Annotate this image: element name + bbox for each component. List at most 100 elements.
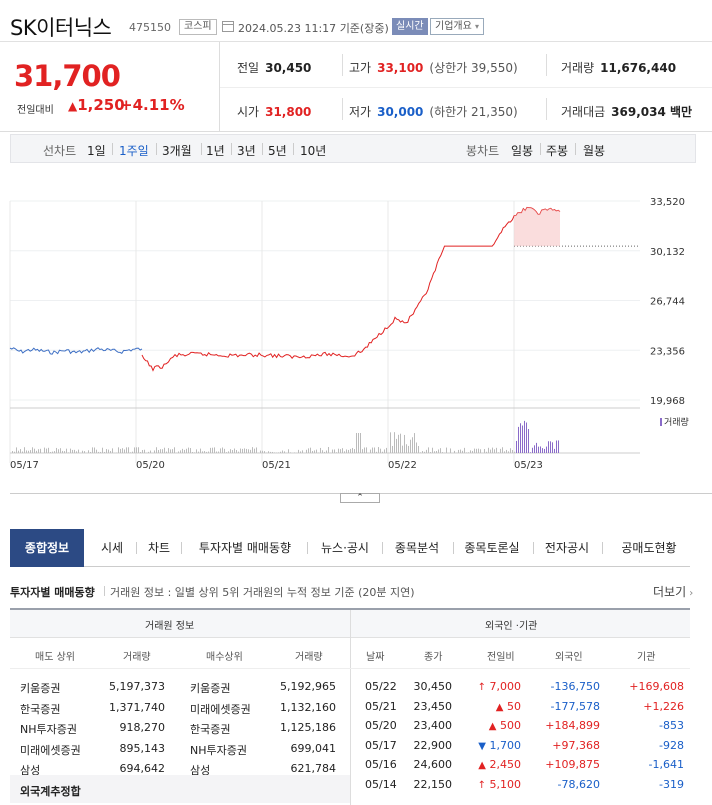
- volume-bar: [324, 451, 325, 453]
- tab-short-selling[interactable]: 공매도현황: [621, 541, 677, 555]
- volume-bar: [282, 450, 283, 453]
- volume-bar: [222, 447, 223, 453]
- volume-bar: [522, 425, 523, 453]
- volume-bar: [54, 451, 55, 453]
- volume-bar: [38, 449, 39, 453]
- flow-date: 05/20: [365, 719, 397, 732]
- period-1d[interactable]: 1일: [87, 144, 106, 158]
- volume-bar: [24, 447, 25, 453]
- volume-bar: [196, 449, 197, 453]
- broker-buy: 미래에셋증권: [190, 703, 251, 716]
- tab-disclosure[interactable]: 전자공시: [544, 541, 590, 555]
- flow-diff-value: 7,000: [489, 680, 522, 693]
- volume-bar: [164, 447, 165, 453]
- flow-inst: -853: [659, 719, 684, 732]
- flow-diff-value: 50: [507, 700, 521, 713]
- timestamp: 2024.05.23 11:17 기준(장중): [238, 22, 389, 35]
- tab-analysis[interactable]: 종목분석: [394, 541, 440, 555]
- volume-bar: [290, 452, 291, 453]
- volume-bar: [212, 447, 213, 453]
- volume-bar: [352, 447, 353, 453]
- x-tick-label: 05/23: [514, 460, 543, 471]
- more-link[interactable]: 더보기 ›: [653, 585, 694, 599]
- tab-news[interactable]: 뉴스·공시: [321, 541, 369, 555]
- volume-bar: [464, 447, 465, 453]
- flow-diff-value: 2,450: [489, 758, 522, 771]
- volume-bar: [504, 451, 505, 453]
- volume-bar: [518, 426, 519, 453]
- period-1w[interactable]: 1주일: [119, 144, 149, 158]
- volume-bar: [52, 451, 53, 453]
- volume-bar: [22, 451, 23, 453]
- flow-close: 23,450: [413, 700, 453, 713]
- volume-bar: [104, 451, 105, 453]
- volume-bar: [550, 441, 551, 453]
- tab-investor-trends[interactable]: 투자자별 매매동향: [198, 541, 292, 555]
- volume-bar: [240, 448, 241, 453]
- volume-bar: [314, 450, 315, 453]
- tab-overview[interactable]: 종합정보: [10, 529, 84, 567]
- volume-bar: [214, 447, 215, 453]
- volume-bar: [210, 447, 211, 453]
- volume-bar: [298, 449, 299, 453]
- change-label: 전일대비: [17, 105, 54, 116]
- realtime-button[interactable]: 실시간: [392, 18, 428, 35]
- volume-bar: [112, 448, 113, 453]
- volume-bar: [424, 451, 425, 453]
- current-price-box: 31,700 전일대비 ▲1,250 +4.11%: [0, 42, 220, 132]
- volume-bar: [234, 448, 235, 453]
- col-foreign: 외국인: [555, 652, 583, 663]
- volume-bar: [460, 449, 461, 453]
- flow-foreign: -78,620: [557, 778, 600, 791]
- market-badge: 코스피: [179, 19, 217, 35]
- volume-bar: [166, 451, 167, 453]
- tab-chart[interactable]: 차트: [147, 541, 171, 555]
- volume-bar: [436, 450, 437, 453]
- candle-weekly[interactable]: 주봉: [546, 144, 569, 158]
- volume-bar: [170, 449, 171, 453]
- y-tick-label: 23,356: [650, 346, 685, 357]
- volume-bar: [386, 447, 387, 453]
- broker-buy: 삼성: [190, 764, 211, 777]
- period-10y[interactable]: 10년: [300, 144, 327, 158]
- volume-bar: [364, 447, 365, 453]
- tab-quotes[interactable]: 시세: [100, 541, 124, 555]
- candle-daily[interactable]: 일봉: [511, 144, 534, 158]
- volume-bar: [506, 449, 507, 453]
- volume-bar: [288, 449, 289, 453]
- stat-open: 시가 31,800: [237, 105, 312, 119]
- y-tick-label: 26,744: [650, 297, 685, 308]
- volume-bar: [270, 451, 271, 453]
- volume-bar: [278, 452, 279, 453]
- broker-buy: 키움증권: [190, 682, 231, 695]
- foreign-estimate-label: 외국계추정합: [20, 785, 81, 798]
- foreign-estimate-row: 외국계추정합: [10, 775, 350, 803]
- price-chart[interactable]: 33,520 30,132 26,744 23,356 19,968 05/17 05/20…: [0, 163, 712, 493]
- company-overview-dropdown[interactable]: 기업개요 ▾: [430, 18, 485, 35]
- volume-bar: [374, 447, 375, 453]
- flow-close: 30,450: [413, 680, 453, 693]
- volume-bar: [40, 448, 41, 453]
- volume-bar: [494, 449, 495, 453]
- volume-bar: [418, 445, 419, 453]
- volume-bar: [310, 447, 311, 453]
- volume-bar: [526, 422, 527, 453]
- volume-bar: [478, 448, 479, 453]
- period-3m[interactable]: 3개월: [162, 144, 192, 158]
- volume-bar: [28, 450, 29, 453]
- flow-diff: ↑ 7,000: [451, 680, 521, 693]
- volume-bar: [394, 432, 395, 453]
- tab-discussion[interactable]: 종목토론실: [464, 541, 520, 555]
- period-5y[interactable]: 5년: [268, 144, 287, 158]
- candle-monthly[interactable]: 월봉: [583, 144, 606, 158]
- period-1y[interactable]: 1년: [206, 144, 225, 158]
- volume-bar: [350, 448, 351, 453]
- col-sell-top: 매도 상위: [35, 652, 75, 663]
- volume-bar: [96, 449, 97, 453]
- volume-bar: [468, 452, 469, 453]
- volume-bar: [380, 448, 381, 453]
- flow-inst: -928: [659, 739, 684, 752]
- volume-bar: [414, 433, 415, 453]
- period-3y[interactable]: 3년: [237, 144, 256, 158]
- chart-collapse-handle[interactable]: ⌃: [340, 493, 380, 503]
